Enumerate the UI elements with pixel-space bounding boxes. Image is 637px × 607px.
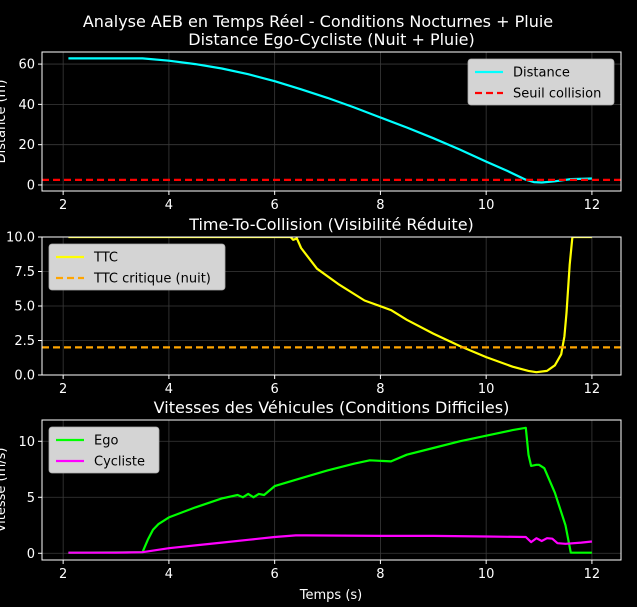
x-tick-label: 12 <box>584 567 601 582</box>
legend: Distance Seuil collision <box>467 58 615 106</box>
y-tick-label: 40 <box>18 98 35 113</box>
y-tick-label: 2.5 <box>14 334 35 349</box>
x-tick-label: 2 <box>59 382 67 397</box>
x-axis-label: Temps (s) <box>299 588 362 603</box>
x-tick-label: 4 <box>165 382 173 397</box>
legend-label: Distance <box>513 66 570 81</box>
legend-label: TTC <box>93 251 118 266</box>
legend-label: TTC critique (nuit) <box>93 272 211 287</box>
y-tick-label: 60 <box>18 58 35 73</box>
y-tick-label: 5 <box>27 491 35 506</box>
x-tick-label: 10 <box>478 382 495 397</box>
subplot-title: Distance Ego-Cycliste (Nuit + Pluie) <box>188 30 474 49</box>
x-tick-label: 4 <box>165 567 173 582</box>
x-tick-label: 8 <box>376 198 384 213</box>
x-tick-label: 6 <box>271 198 279 213</box>
y-tick-label: 20 <box>18 138 35 153</box>
y-tick-label: 7.5 <box>14 265 35 280</box>
subplot-1: 2 4 6 8 10 12 0 20 40 60 Distance Ego-Cycliste (Nu… <box>0 30 622 213</box>
x-tick-label: 2 <box>59 198 67 213</box>
legend-box <box>48 243 226 291</box>
subplot-title: Time-To-Collision (Visibilité Réduite) <box>188 215 474 234</box>
x-tick-label: 8 <box>376 382 384 397</box>
subplot-title: Vitesses des Véhicules (Conditions Diffi… <box>154 398 510 417</box>
legend-label: Ego <box>94 434 118 449</box>
x-tick-label: 4 <box>165 198 173 213</box>
subplot-2: 2 4 6 8 10 12 0.0 2.5 5.0 7.5 10.0 Time-To-Collisio… <box>6 215 622 397</box>
y-axis-label: Distance (m) <box>0 80 9 164</box>
x-tick-label: 10 <box>478 567 495 582</box>
x-tick-label: 6 <box>271 382 279 397</box>
y-tick-label: 10 <box>18 435 35 450</box>
y-tick-label: 0 <box>27 178 35 193</box>
legend: TTC TTC critique (nuit) <box>48 243 226 291</box>
legend-label: Cycliste <box>94 455 145 470</box>
y-tick-label: 5.0 <box>14 300 35 315</box>
y-axis-label: Vitesse (m/s) <box>0 448 9 533</box>
x-tick-label: 12 <box>584 198 601 213</box>
plot-frame <box>41 419 622 561</box>
series-line-1 <box>68 237 592 374</box>
plot-frame <box>41 51 622 192</box>
x-tick-label: 10 <box>478 198 495 213</box>
legend-label: Seuil collision <box>513 87 601 102</box>
x-tick-label: 8 <box>376 567 384 582</box>
series-line-2 <box>68 534 593 554</box>
subplot-3: 2 4 6 8 10 12 0 5 10 Vitesses des Véhicules (Cond… <box>0 398 622 582</box>
y-tick-label: 0.0 <box>14 369 35 384</box>
legend-box <box>467 58 615 106</box>
figure-suptitle: Analyse AEB en Temps Réel - Conditions N… <box>83 12 553 31</box>
legend: Ego Cycliste <box>48 426 160 474</box>
x-tick-label: 6 <box>271 567 279 582</box>
series-line-1 <box>68 57 592 184</box>
series-line-1 <box>68 426 592 554</box>
y-tick-label: 10.0 <box>6 231 35 246</box>
x-tick-label: 2 <box>59 567 67 582</box>
y-tick-label: 0 <box>27 547 35 562</box>
x-tick-label: 12 <box>584 382 601 397</box>
